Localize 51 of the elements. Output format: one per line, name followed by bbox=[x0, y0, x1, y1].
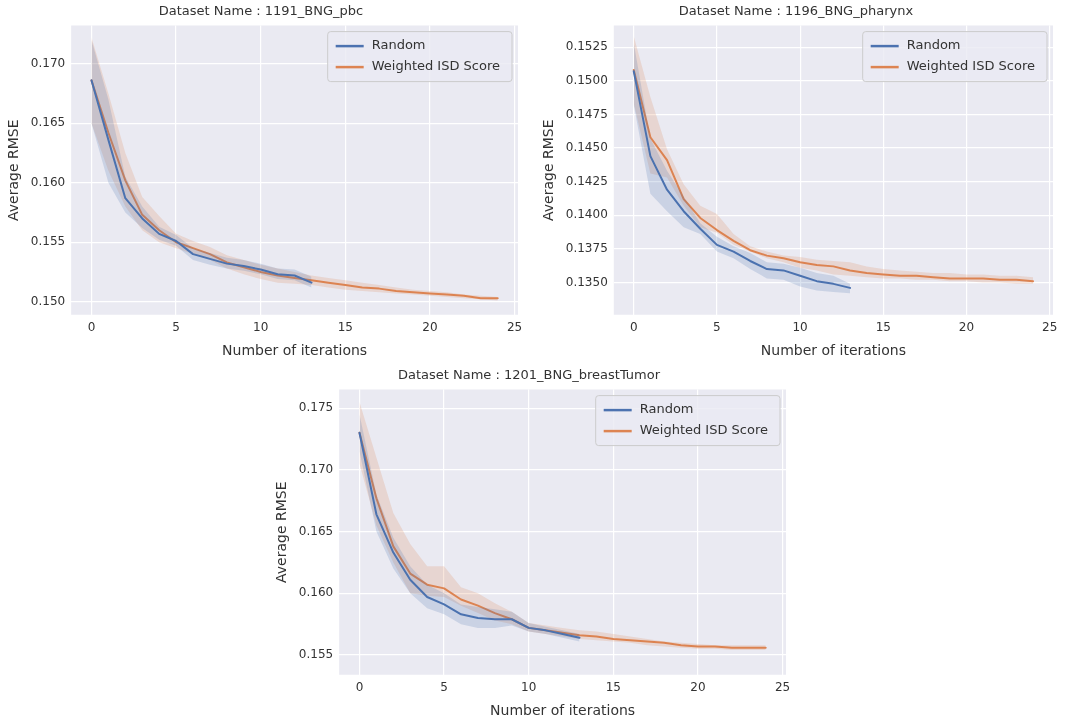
y-tick-label: 0.160 bbox=[30, 174, 66, 189]
x-tick-label: 0 bbox=[87, 320, 96, 335]
legend-label: Random bbox=[639, 401, 694, 417]
y-tick-label: 0.175 bbox=[298, 400, 334, 415]
y-tick-label: 0.170 bbox=[30, 55, 66, 70]
chart-title: Dataset Name : 1196_BNG_pharynx bbox=[678, 3, 914, 19]
y-axis-title: Average RMSE bbox=[5, 119, 22, 221]
x-tick-label: 10 bbox=[253, 320, 269, 335]
x-tick-label: 5 bbox=[713, 320, 721, 335]
x-tick-label: 5 bbox=[440, 680, 448, 695]
legend-label: Weighted ISD Score bbox=[906, 58, 1035, 74]
x-tick-label: 15 bbox=[605, 680, 621, 695]
y-tick-label: 0.1375 bbox=[565, 241, 608, 256]
x-tick-label: 15 bbox=[875, 320, 891, 335]
y-tick-label: 0.165 bbox=[30, 115, 66, 130]
legend-label: Weighted ISD Score bbox=[639, 422, 768, 438]
x-axis-title: Number of iterations bbox=[760, 342, 906, 359]
y-tick-label: 0.1500 bbox=[565, 72, 608, 87]
y-tick-label: 0.170 bbox=[298, 461, 334, 476]
x-tick-label: 15 bbox=[337, 320, 353, 335]
y-tick-label: 0.1450 bbox=[565, 140, 608, 155]
y-tick-label: 0.155 bbox=[30, 234, 66, 249]
x-axis-title: Number of iterations bbox=[490, 702, 636, 719]
x-tick-label: 0 bbox=[629, 320, 638, 335]
x-tick-label: 10 bbox=[521, 680, 537, 695]
x-tick-label: 20 bbox=[422, 320, 438, 335]
x-axis-title: Number of iterations bbox=[222, 342, 368, 359]
x-tick-label: 0 bbox=[355, 680, 364, 695]
y-tick-label: 0.1425 bbox=[565, 173, 608, 188]
y-tick-label: 0.155 bbox=[298, 647, 334, 662]
legend-label: Random bbox=[371, 37, 426, 53]
y-axis-title: Average RMSE bbox=[273, 481, 290, 583]
y-tick-label: 0.1475 bbox=[565, 106, 608, 121]
y-tick-label: 0.1525 bbox=[565, 39, 608, 54]
y-axis-title: Average RMSE bbox=[540, 119, 557, 221]
x-tick-label: 20 bbox=[690, 680, 706, 695]
x-tick-label: 10 bbox=[792, 320, 808, 335]
legend-label: Weighted ISD Score bbox=[371, 58, 500, 74]
y-tick-label: 0.150 bbox=[30, 293, 66, 308]
x-tick-label: 25 bbox=[774, 680, 791, 695]
x-tick-label: 25 bbox=[1042, 320, 1058, 335]
y-tick-label: 0.165 bbox=[298, 523, 334, 538]
y-tick-label: 0.1400 bbox=[565, 207, 608, 222]
y-tick-label: 0.1350 bbox=[565, 274, 608, 289]
y-tick-label: 0.160 bbox=[298, 585, 334, 600]
x-tick-label: 5 bbox=[172, 320, 180, 335]
chart-title: Dataset Name : 1191_BNG_pbc bbox=[158, 3, 364, 19]
chart-title: Dataset Name : 1201_BNG_breastTumor bbox=[397, 367, 661, 383]
x-tick-label: 25 bbox=[506, 320, 523, 335]
legend-label: Random bbox=[906, 37, 961, 53]
x-tick-label: 20 bbox=[958, 320, 975, 335]
